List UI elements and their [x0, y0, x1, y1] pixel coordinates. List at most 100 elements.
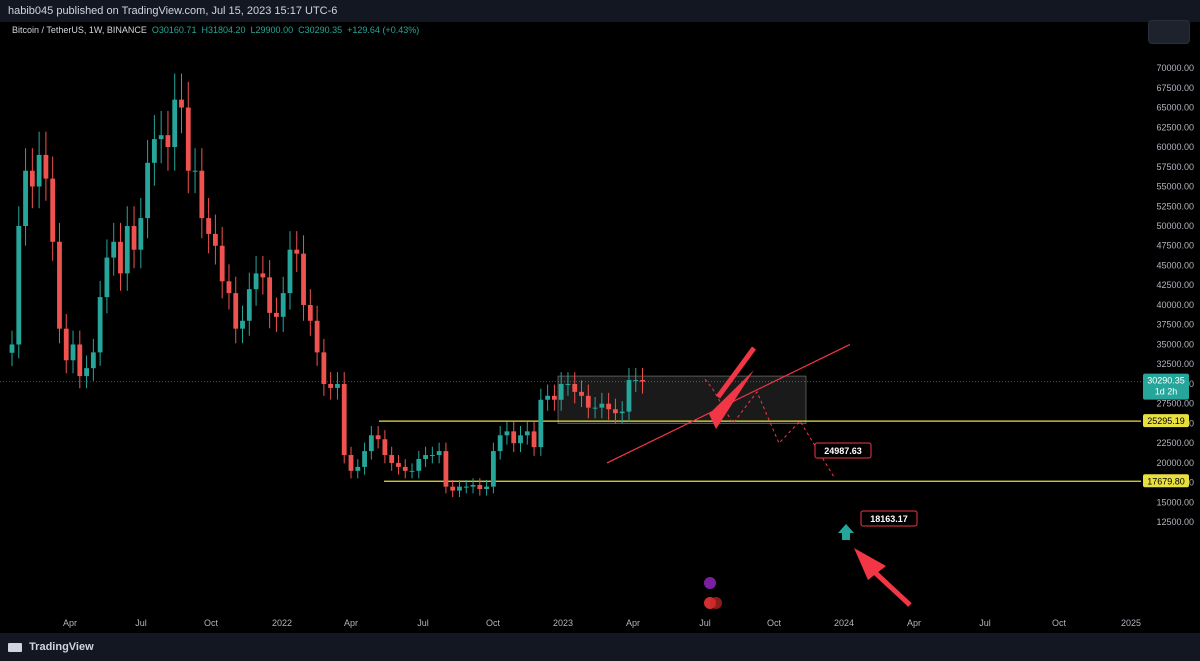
candle-body [165, 135, 171, 148]
candle-body [355, 466, 361, 471]
y-tick-label: 27500.00 [1156, 399, 1194, 409]
candle-body [84, 368, 89, 377]
candle-body [504, 431, 510, 436]
candle-body [599, 403, 605, 408]
candle-body [57, 241, 62, 329]
candle-body [260, 273, 266, 278]
projection-label: 24987.63 [824, 446, 862, 456]
symbol-legend: Bitcoin / TetherUS, 1W, BINANCE O30160.7… [12, 25, 419, 35]
candle-body [9, 344, 15, 353]
y-tick-label: 60000.00 [1156, 142, 1194, 152]
y-tick-label: 52500.00 [1156, 201, 1194, 211]
candle-body [267, 277, 273, 313]
candle-body [219, 245, 225, 282]
candle-body [348, 455, 354, 471]
candle-body [409, 470, 415, 472]
y-tick-label: 20000.00 [1156, 458, 1194, 468]
candle-body [436, 451, 442, 456]
x-tick-label: Oct [767, 618, 782, 628]
candle-body [104, 257, 110, 298]
candle-body [592, 407, 598, 409]
candle-body [274, 312, 279, 317]
tradingview-logo-icon [8, 642, 22, 652]
candle-body [131, 226, 137, 250]
candle-body [118, 241, 123, 274]
candle-body [246, 289, 252, 321]
y-tick-label: 22500.00 [1156, 438, 1194, 448]
level-price-tag[interactable] [1143, 414, 1189, 428]
candle-body [531, 431, 537, 448]
arrow-up-shaft [866, 564, 912, 607]
x-tick-label: Jul [135, 618, 147, 628]
candle-body [111, 241, 117, 258]
symbol-label: Bitcoin / TetherUS, 1W, BINANCE [12, 25, 147, 35]
candle-body [29, 170, 35, 187]
x-tick-label: Oct [486, 618, 501, 628]
candle-body [565, 383, 571, 385]
candle-body [457, 486, 462, 491]
candle-body [145, 162, 150, 219]
chart-menu-button[interactable] [1148, 20, 1190, 44]
level-price-label: 25295.19 [1147, 416, 1185, 426]
y-tick-label: 12500.00 [1156, 517, 1194, 527]
candle-body [321, 352, 327, 384]
up-arrow-icon [838, 524, 854, 533]
y-tick-label: 47500.00 [1156, 241, 1194, 251]
x-tick-label: Jul [699, 618, 711, 628]
candle-body [328, 383, 334, 388]
candle-body [613, 409, 618, 414]
y-tick-label: 70000.00 [1156, 63, 1194, 73]
y-tick-label: 15000.00 [1156, 497, 1194, 507]
candle-body [206, 218, 212, 234]
publish-header: habib045 published on TradingView.com, J… [0, 0, 1200, 22]
y-tick-label: 32500.00 [1156, 359, 1194, 369]
candle-body [619, 411, 625, 414]
projection-label-box [814, 442, 872, 459]
candle-body [77, 344, 83, 377]
candle-body [368, 435, 374, 452]
candle-body [463, 486, 469, 488]
brand-label: TradingView [29, 641, 94, 654]
candle-body [240, 320, 245, 329]
candle-body [50, 178, 56, 242]
current-price-tag[interactable] [1143, 373, 1189, 400]
x-tick-label: Jul [417, 618, 429, 628]
candle-body [497, 435, 503, 452]
projection-label-box [860, 510, 918, 527]
candle-body [450, 486, 456, 491]
y-tick-label: 67500.00 [1156, 83, 1194, 93]
lightning-event-icon[interactable] [704, 577, 716, 589]
candle-body [63, 328, 69, 361]
candle-body [477, 485, 483, 490]
candle-body [429, 455, 435, 457]
candle-body [43, 154, 49, 179]
candle-body [341, 383, 347, 456]
candle-body [16, 226, 22, 345]
candle-body [402, 466, 408, 471]
candle-body [36, 154, 42, 187]
candle-body [23, 170, 28, 226]
level-price-tag[interactable] [1143, 474, 1189, 488]
candle-body [470, 485, 476, 487]
price-chart[interactable]: 12500.0015000.0017500.0020000.0022500.00… [0, 22, 1200, 633]
candle-body [545, 395, 551, 400]
candle-body [213, 233, 218, 246]
candle-body [606, 403, 612, 410]
candle-body [484, 486, 489, 490]
economic-event-icon[interactable] [710, 597, 722, 609]
low-value: L29900.00 [250, 25, 294, 35]
candle-body [443, 451, 449, 487]
x-tick-label: Apr [626, 618, 640, 628]
candle-body [572, 383, 578, 392]
candle-body [490, 451, 496, 487]
price-axis-panel[interactable] [1141, 22, 1200, 633]
candle-body [151, 139, 157, 163]
y-tick-label: 42500.00 [1156, 280, 1194, 290]
candle-body [138, 218, 144, 250]
candle-body [538, 399, 544, 448]
x-tick-label: 2024 [834, 618, 854, 628]
x-tick-label: 2023 [553, 618, 573, 628]
arrow-down-annotation [709, 370, 754, 429]
consolidation-box [557, 375, 807, 424]
y-tick-label: 57500.00 [1156, 162, 1194, 172]
